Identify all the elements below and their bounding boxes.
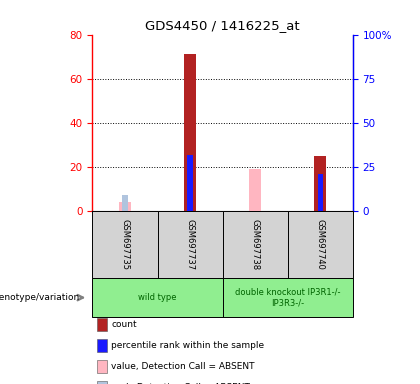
Bar: [187, 155, 193, 211]
Bar: [119, 202, 131, 211]
Text: percentile rank within the sample: percentile rank within the sample: [111, 341, 265, 350]
Text: GSM697737: GSM697737: [186, 219, 194, 270]
Text: value, Detection Call = ABSENT: value, Detection Call = ABSENT: [111, 362, 255, 371]
Bar: [318, 174, 323, 211]
Bar: [249, 169, 261, 211]
Bar: [122, 195, 128, 211]
Bar: [315, 156, 326, 211]
Text: genotype/variation: genotype/variation: [0, 293, 80, 302]
Text: double knockout IP3R1-/-
IP3R3-/-: double knockout IP3R1-/- IP3R3-/-: [235, 288, 341, 307]
Text: GSM697735: GSM697735: [121, 219, 129, 270]
Text: rank, Detection Call = ABSENT: rank, Detection Call = ABSENT: [111, 383, 250, 384]
Text: count: count: [111, 320, 137, 329]
Text: GSM697740: GSM697740: [316, 219, 325, 270]
Bar: [184, 55, 196, 211]
Text: wild type: wild type: [138, 293, 177, 302]
Text: GSM697738: GSM697738: [251, 219, 260, 270]
Title: GDS4450 / 1416225_at: GDS4450 / 1416225_at: [145, 19, 300, 32]
